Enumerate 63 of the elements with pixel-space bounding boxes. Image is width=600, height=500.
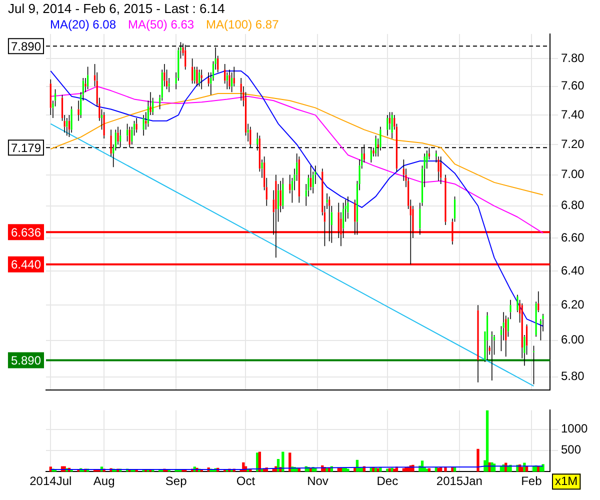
- bar: [346, 468, 350, 472]
- ref-line-label: 6.440: [10, 258, 42, 272]
- y-tick-label: 7.20: [561, 136, 585, 151]
- candlestick: [491, 331, 493, 381]
- candlestick: [103, 112, 105, 139]
- y-tick-label: 6.60: [561, 230, 585, 244]
- x-tick-label: Nov: [307, 474, 328, 488]
- chart-title: Jul 9, 2014 - Feb 6, 2015 - Last : 6.14: [7, 0, 226, 18]
- candlestick: [87, 66, 89, 90]
- y-tick-label: 6.20: [561, 297, 585, 312]
- bar: [404, 467, 408, 472]
- x-tick-label: 2014Jul: [30, 474, 72, 488]
- candlestick: [505, 315, 507, 357]
- candlestick: [228, 69, 230, 90]
- x-tick-label: 2015Jan: [436, 474, 482, 488]
- candlestick: [200, 69, 202, 90]
- candlestick: [347, 196, 349, 219]
- x-tick-label: Oct: [236, 474, 256, 488]
- text: MA(20) 6.08: [50, 17, 116, 32]
- candlestick: [386, 114, 388, 136]
- x-tick-label: Dec: [376, 474, 398, 488]
- y-tick-label: 500: [561, 442, 582, 457]
- x-tick-label: Sep: [165, 474, 188, 488]
- bar: [486, 410, 489, 472]
- candlestick: [391, 112, 393, 139]
- bar: [390, 468, 394, 472]
- y-tick-label: 7.00: [561, 167, 585, 182]
- x-tick-label: Feb: [521, 474, 542, 488]
- y-tick-label: 6.40: [561, 263, 585, 278]
- bar: [386, 468, 389, 472]
- y-tick-label: 7.40: [561, 107, 585, 122]
- y-tick-label: 1000: [561, 422, 588, 436]
- x-tick-label: Aug: [93, 474, 115, 488]
- bar: [426, 468, 428, 472]
- ref-line-label: 5.890: [10, 354, 42, 368]
- y-tick-label: 6.80: [561, 198, 585, 212]
- candlestick: [532, 345, 535, 385]
- ref-line-label: 6.636: [10, 225, 42, 240]
- y-tick-label: 6.00: [561, 332, 585, 347]
- candlestick: [282, 177, 284, 210]
- text: MA(100) 6.87: [206, 17, 280, 32]
- candlestick: [444, 174, 446, 226]
- candlestick: [477, 304, 479, 383]
- bar: [451, 467, 454, 472]
- candlestick: [50, 78, 52, 116]
- bar: [542, 464, 544, 472]
- bar: [393, 468, 396, 472]
- candlestick: [440, 156, 442, 184]
- y-tick-label: 5.80: [561, 369, 585, 384]
- candlestick: [142, 114, 144, 136]
- candlestick: [196, 66, 198, 87]
- candlestick: [486, 312, 488, 361]
- text: MA(50) 6.63: [128, 17, 194, 32]
- y-tick-label: 7.80: [561, 50, 585, 65]
- bar: [476, 448, 480, 472]
- y-axis-title: x1M: [555, 474, 578, 488]
- ref-line-label: 7.179: [10, 140, 42, 155]
- candlestick: [226, 72, 228, 90]
- ref-line-label: 7.890: [10, 39, 42, 54]
- candlestick: [70, 106, 72, 134]
- candlestick: [192, 58, 194, 84]
- y-tick-label: 7.60: [561, 78, 585, 93]
- candlestick: [298, 156, 300, 204]
